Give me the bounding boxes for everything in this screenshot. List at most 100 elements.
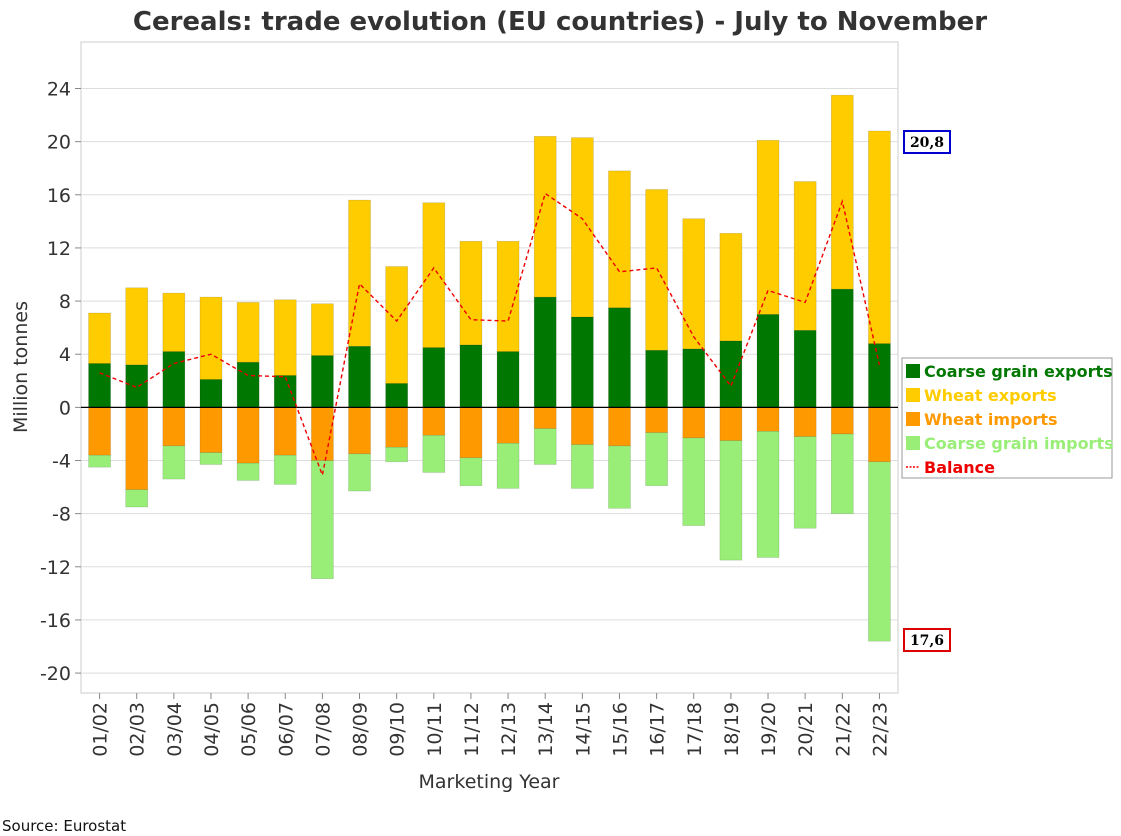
x-axis-label: Marketing Year	[419, 771, 560, 793]
y-tick-label: 12	[47, 238, 71, 260]
y-tick-label: 20	[47, 132, 71, 154]
bar-wheat-exports	[162, 292, 186, 352]
bar-wheat-exports	[311, 303, 334, 356]
bar-wheat-exports	[645, 189, 668, 351]
bar-coarse-grain-exports	[162, 351, 186, 408]
bar-wheat-exports	[682, 218, 706, 350]
legend-label: Wheat imports	[924, 410, 1058, 429]
bar-wheat-exports	[385, 266, 408, 384]
bar-coarse-grain-exports	[88, 363, 111, 408]
bar-wheat-imports	[719, 407, 743, 441]
bar-wheat-exports	[868, 130, 891, 344]
bar-wheat-exports	[608, 170, 631, 309]
bar-wheat-imports	[385, 407, 408, 448]
x-tick-label: 04/05	[201, 702, 223, 757]
bar-wheat-imports	[125, 407, 149, 491]
bar-coarse-grain-exports	[273, 375, 297, 408]
y-tick-label: 8	[59, 291, 71, 313]
bar-wheat-imports	[571, 407, 594, 445]
bar-wheat-exports	[125, 287, 149, 366]
y-axis-ticks: 24 20 16 12 8 4 0 -4 -8 -12 -16 -20	[40, 79, 81, 685]
bar-coarse-grain-imports	[348, 453, 371, 492]
bar-coarse-grain-exports	[608, 307, 631, 408]
bar-coarse-grain-imports	[793, 436, 817, 529]
legend-label: Wheat exports	[924, 386, 1057, 405]
x-tick-label: 19/20	[758, 702, 780, 757]
bar-coarse-grain-imports	[88, 454, 111, 468]
bar-wheat-imports	[348, 407, 371, 455]
bar-wheat-exports	[422, 202, 446, 348]
callout-bottom: 17,6	[903, 628, 951, 652]
legend-label: Balance	[924, 458, 995, 477]
bar-coarse-grain-imports	[830, 433, 854, 514]
bar-coarse-grain-imports	[756, 430, 780, 558]
y-tick-label: 16	[47, 185, 71, 207]
x-tick-label: 12/13	[498, 702, 520, 757]
bar-coarse-grain-exports	[422, 347, 446, 408]
bar-wheat-imports	[793, 407, 817, 437]
callout-top: 20,8	[903, 130, 951, 154]
legend-label: Coarse grain exports	[924, 362, 1113, 381]
callout-bottom-box	[903, 628, 951, 652]
y-tick-label: -12	[40, 557, 71, 579]
bar-coarse-grain-imports	[571, 444, 594, 489]
y-tick-label: 24	[47, 79, 71, 101]
bar-coarse-grain-exports	[645, 349, 668, 408]
bar-coarse-grain-imports	[236, 462, 260, 481]
source-note: Source: Eurostat	[2, 817, 126, 835]
balance-line-layer	[99, 192, 881, 478]
y-tick-label: -8	[52, 504, 71, 526]
x-tick-label: 13/14	[535, 702, 557, 757]
bar-wheat-imports	[311, 407, 334, 461]
x-tick-label: 06/07	[275, 702, 297, 757]
bar-wheat-imports	[199, 407, 223, 453]
bar-wheat-imports	[162, 407, 186, 447]
bar-coarse-grain-exports	[793, 329, 817, 408]
bar-wheat-exports	[496, 240, 520, 352]
bar-coarse-grain-exports	[496, 351, 520, 408]
x-tick-label: 09/10	[387, 702, 409, 757]
bar-coarse-grain-imports	[125, 489, 149, 508]
bar-wheat-exports	[459, 240, 483, 346]
bar-coarse-grain-imports	[273, 454, 297, 485]
bar-wheat-imports	[273, 407, 297, 456]
bar-coarse-grain-imports	[645, 432, 668, 487]
x-tick-label: 08/09	[350, 702, 372, 757]
x-tick-label: 21/22	[832, 702, 854, 757]
legend-swatch	[906, 388, 920, 402]
bar-wheat-imports	[868, 407, 891, 463]
y-tick-label: 0	[59, 397, 71, 419]
bar-coarse-grain-exports	[830, 288, 854, 408]
bar-coarse-grain-imports	[422, 434, 446, 473]
bar-wheat-imports	[496, 407, 520, 444]
y-tick-label: -20	[40, 663, 71, 685]
bar-coarse-grain-imports	[311, 460, 334, 580]
legend-swatch	[906, 364, 920, 378]
bar-coarse-grain-exports	[199, 379, 223, 408]
legend-label: Coarse grain imports	[924, 434, 1114, 453]
x-tick-label: 16/17	[647, 702, 669, 757]
legend: Coarse grain exports Wheat exports Wheat i…	[901, 357, 1114, 479]
x-tick-label: 15/16	[610, 702, 632, 757]
bar-wheat-imports	[459, 407, 483, 459]
x-tick-label: 22/23	[869, 702, 891, 757]
bar-wheat-imports	[756, 407, 780, 432]
bar-wheat-exports	[571, 137, 594, 318]
x-tick-label: 11/12	[461, 702, 483, 757]
bar-coarse-grain-exports	[756, 314, 780, 408]
bar-wheat-exports	[719, 233, 743, 342]
callout-top-box	[903, 130, 951, 154]
legend-swatch	[906, 412, 920, 426]
bar-wheat-exports	[236, 302, 260, 363]
bar-coarse-grain-imports	[199, 452, 223, 465]
y-tick-label: -4	[52, 451, 71, 473]
y-tick-label: -16	[40, 610, 71, 632]
bar-wheat-exports	[756, 140, 780, 315]
bar-coarse-grain-exports	[348, 345, 371, 408]
bar-wheat-imports	[236, 407, 260, 464]
legend-box	[901, 357, 1113, 479]
bar-coarse-grain-imports	[608, 445, 631, 509]
bar-coarse-grain-exports	[571, 316, 594, 408]
bar-coarse-grain-exports	[459, 344, 483, 408]
